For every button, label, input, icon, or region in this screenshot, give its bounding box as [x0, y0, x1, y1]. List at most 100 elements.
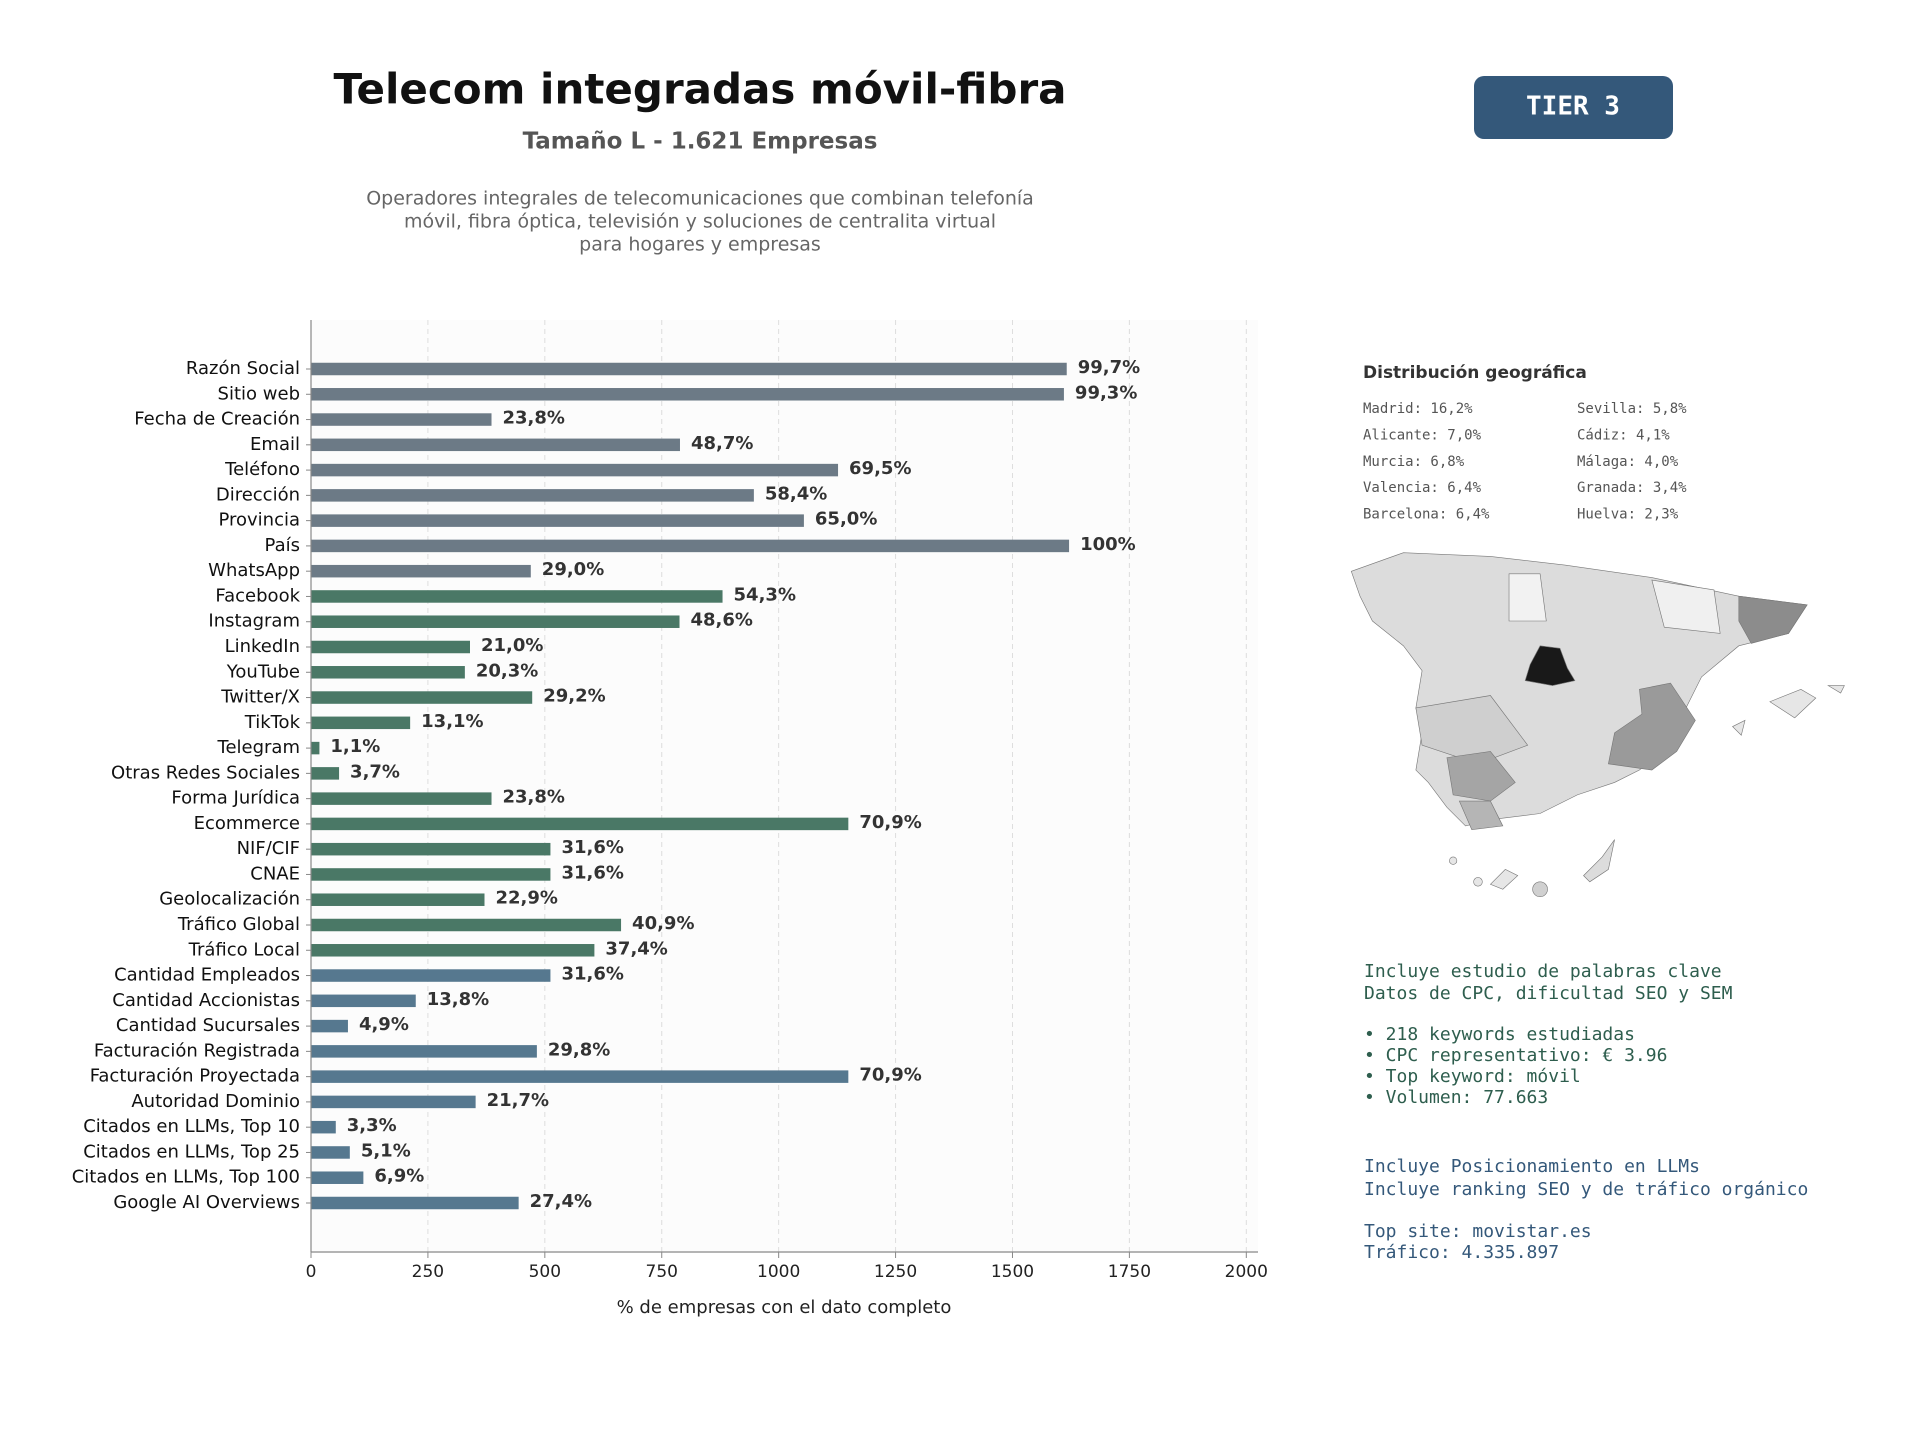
bar — [311, 792, 492, 805]
plot-area — [311, 320, 1258, 1252]
y-tick-label: YouTube — [226, 661, 300, 682]
bar — [311, 842, 551, 856]
geo-item: Huelva: 2,3% — [1577, 507, 1679, 523]
y-tick-label: Forma Jurídica — [171, 788, 300, 809]
keyword-line: • 218 keywords estudiadas — [1364, 1024, 1635, 1045]
map-region — [1415, 695, 1529, 765]
y-tick-label: Cantidad Accionistas — [112, 990, 300, 1011]
map-island — [1827, 685, 1845, 694]
chart-subtitle: Tamaño L - 1.621 Empresas — [523, 129, 878, 155]
y-tick-label: LinkedIn — [225, 636, 300, 657]
value-label: 65,0% — [815, 509, 877, 530]
bar — [311, 767, 340, 780]
bar — [311, 438, 680, 452]
value-label: 22,9% — [495, 888, 557, 909]
keyword-line: • CPC representativo: € 3.96 — [1364, 1045, 1667, 1066]
map-island — [1532, 881, 1548, 898]
geo-item: Barcelona: 6,4% — [1363, 507, 1490, 523]
y-tick-label: Provincia — [218, 510, 300, 531]
bar — [311, 817, 849, 831]
map-island — [1473, 877, 1483, 887]
y-tick-label: WhatsApp — [208, 560, 300, 581]
llm-line: Top site: movistar.es — [1364, 1221, 1592, 1242]
description: para hogares y empresas — [579, 234, 821, 256]
y-tick-label: Citados en LLMs, Top 100 — [72, 1167, 300, 1188]
value-label: 31,6% — [561, 862, 623, 883]
bar — [311, 944, 595, 957]
value-label: 3,3% — [347, 1115, 397, 1136]
bar — [311, 893, 485, 906]
value-label: 13,1% — [421, 711, 483, 732]
value-label: 70,9% — [859, 1065, 921, 1086]
value-label: 6,9% — [374, 1166, 424, 1187]
llm-line: Incluye Posicionamiento en LLMs — [1364, 1156, 1700, 1177]
value-label: 3,7% — [350, 761, 400, 782]
bar — [311, 362, 1067, 376]
y-tick-label: Teléfono — [224, 459, 300, 480]
keyword-line: • Volumen: 77.663 — [1364, 1087, 1548, 1108]
value-label: 99,7% — [1078, 357, 1140, 378]
value-label: 31,6% — [561, 964, 623, 985]
bar — [311, 413, 492, 426]
value-label: 99,3% — [1075, 382, 1137, 403]
value-label: 54,3% — [734, 584, 796, 605]
bar — [311, 691, 533, 704]
map-region — [1608, 682, 1696, 771]
bar — [311, 539, 1070, 553]
bar — [311, 564, 531, 578]
geo-item: Murcia: 6,8% — [1363, 454, 1465, 470]
map-region — [1446, 751, 1516, 802]
map-region — [1508, 573, 1547, 622]
x-tick-label: 2000 — [1225, 1262, 1268, 1282]
y-tick-label: Ecommerce — [194, 813, 300, 834]
bar — [311, 1095, 476, 1109]
value-label: 48,7% — [691, 433, 753, 454]
llm-line: Incluye ranking SEO y de tráfico orgánic… — [1364, 1179, 1808, 1200]
value-label: 21,7% — [487, 1090, 549, 1111]
bar — [311, 994, 416, 1008]
y-tick-label: CNAE — [250, 863, 300, 884]
geo-item: Málaga: 4,0% — [1577, 454, 1679, 470]
x-tick-label: 750 — [646, 1262, 678, 1282]
value-label: 100% — [1080, 534, 1136, 555]
value-label: 40,9% — [632, 913, 694, 934]
bar — [311, 640, 471, 654]
bar — [311, 868, 551, 881]
value-label: 29,8% — [548, 1039, 610, 1060]
bar — [311, 1070, 849, 1083]
geo-item: Madrid: 16,2% — [1363, 401, 1473, 417]
y-tick-label: Telegram — [217, 737, 300, 758]
geo-title: Distribución geográfica — [1363, 363, 1587, 383]
y-tick-label: Facturación Registrada — [94, 1040, 300, 1061]
y-tick-label: Otras Redes Sociales — [111, 762, 300, 783]
bar — [311, 1196, 519, 1210]
bar — [311, 1146, 350, 1159]
map-region — [1651, 579, 1721, 634]
y-tick-label: Fecha de Creación — [134, 409, 300, 430]
y-tick-label: Citados en LLMs, Top 10 — [83, 1116, 300, 1137]
value-label: 27,4% — [530, 1191, 592, 1212]
value-label: 29,0% — [542, 559, 604, 580]
description: móvil, fibra óptica, televisión y soluci… — [404, 211, 996, 233]
map-island — [1732, 719, 1746, 736]
value-label: 4,9% — [359, 1014, 409, 1035]
value-label: 37,4% — [605, 938, 667, 959]
geo-item: Granada: 3,4% — [1577, 480, 1687, 496]
map-region — [1524, 645, 1576, 686]
y-tick-label: Twitter/X — [220, 687, 300, 708]
map-region — [1458, 800, 1504, 830]
value-label: 69,5% — [849, 458, 911, 479]
tier-label: TIER 3 — [1526, 92, 1620, 122]
chart-title: Telecom integradas móvil-fibra — [333, 65, 1066, 114]
y-tick-label: Tráfico Global — [177, 914, 300, 935]
tier-badge — [1474, 76, 1673, 139]
geo-item: Sevilla: 5,8% — [1577, 401, 1687, 417]
bar — [311, 590, 723, 603]
y-tick-label: Cantidad Sucursales — [116, 1015, 300, 1036]
value-label: 31,6% — [561, 837, 623, 858]
bar — [311, 969, 551, 982]
value-label: 48,6% — [691, 610, 753, 631]
geo-list: Madrid: 16,2% Sevilla: 5,8% Alicante: 7,0%… — [1363, 401, 1687, 523]
bar — [311, 1019, 348, 1033]
